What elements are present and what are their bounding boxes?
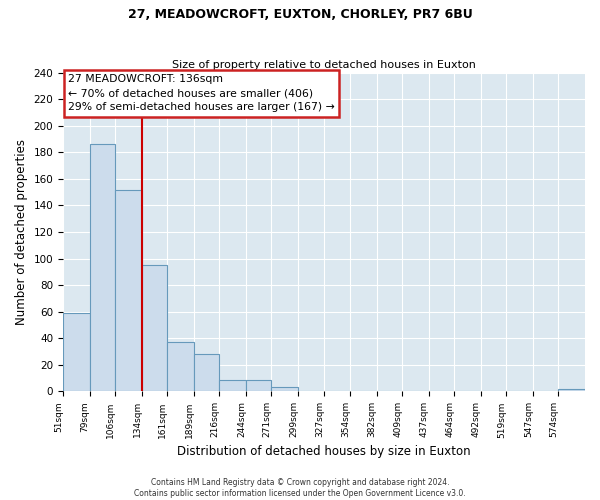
Bar (142, 266, 167, 392)
Bar (271, 388, 298, 392)
Bar (559, 389, 585, 392)
Y-axis label: Number of detached properties: Number of detached properties (15, 139, 28, 325)
Bar (194, 354, 220, 392)
Title: Size of property relative to detached houses in Euxton: Size of property relative to detached ho… (172, 60, 476, 70)
Bar (246, 380, 271, 392)
Bar (220, 380, 246, 392)
Text: Contains HM Land Registry data © Crown copyright and database right 2024.
Contai: Contains HM Land Registry data © Crown c… (134, 478, 466, 498)
Text: 27, MEADOWCROFT, EUXTON, CHORLEY, PR7 6BU: 27, MEADOWCROFT, EUXTON, CHORLEY, PR7 6B… (128, 8, 472, 20)
Text: 27 MEADOWCROFT: 136sqm
← 70% of detached houses are smaller (406)
29% of semi-de: 27 MEADOWCROFT: 136sqm ← 70% of detached… (68, 74, 335, 112)
Bar (89, 144, 115, 392)
X-axis label: Distribution of detached houses by size in Euxton: Distribution of detached houses by size … (177, 444, 471, 458)
Bar (63, 313, 89, 392)
Bar (167, 342, 194, 392)
Bar (115, 190, 142, 392)
